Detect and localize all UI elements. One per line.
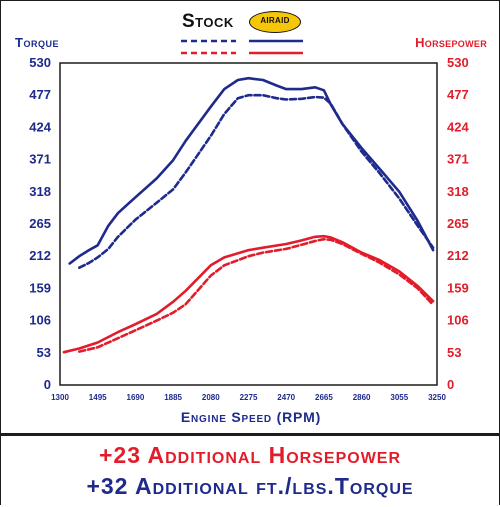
right-y-tick-label: 477	[447, 87, 469, 102]
right-y-tick-label: 530	[447, 55, 469, 70]
right-y-tick-label: 265	[447, 216, 469, 231]
left-y-tick-label: 318	[29, 184, 51, 199]
left-y-tick-label: 530	[29, 55, 51, 70]
right-y-tick-label: 318	[447, 184, 469, 199]
torque-gain-text: +32 Additional ft./lbs.Torque	[86, 473, 414, 499]
airaid-torque-line	[68, 76, 435, 265]
x-tick-label: 1690	[127, 393, 145, 402]
right-y-tick-label: 53	[447, 345, 461, 360]
x-tick-label: 2860	[353, 393, 371, 402]
left-y-tick-label: 477	[29, 87, 51, 102]
x-tick-label: 2470	[277, 393, 295, 402]
gains-banner: +23 Additional Horsepower +32 Additional…	[1, 433, 499, 507]
x-tick-label: 2080	[202, 393, 220, 402]
right-y-tick-label: 159	[447, 280, 469, 295]
x-tick-label: 1885	[164, 393, 182, 402]
dyno-chart: 0 0 53 53 106 106 159 159 212 212 265 265 318 318 371 3…	[29, 39, 469, 402]
left-y-tick-label: 424	[29, 119, 51, 134]
airaid-logo: AIRAID	[249, 11, 301, 33]
plot-border	[59, 62, 438, 386]
left-y-tick-label: 0	[44, 377, 51, 392]
right-y-tick-label: 212	[447, 248, 469, 263]
stock-torque-line	[78, 93, 435, 270]
airaid-horsepower-line	[62, 234, 435, 354]
right-axis-title: Horsepower	[415, 35, 487, 50]
left-y-tick-label: 371	[29, 152, 51, 167]
horsepower-gain-text: +23 Additional Horsepower	[98, 442, 402, 468]
x-tick-label: 2275	[240, 393, 258, 402]
left-y-tick-label: 159	[29, 280, 51, 295]
x-axis-title: Engine Speed (RPM)	[180, 409, 322, 425]
x-tick-label: 1495	[89, 393, 107, 402]
left-axis-title: Torque	[15, 35, 59, 50]
stock-horsepower-line	[78, 237, 435, 353]
airaid-logo-text: AIRAID	[260, 16, 290, 25]
right-y-tick-label: 106	[447, 313, 469, 328]
right-y-tick-label: 371	[447, 152, 469, 167]
x-tick-label: 3250	[428, 393, 446, 402]
left-y-tick-label: 106	[29, 313, 51, 328]
left-y-tick-label: 265	[29, 216, 51, 231]
right-y-tick-label: 424	[447, 119, 469, 134]
left-y-tick-label: 53	[37, 345, 51, 360]
x-tick-label: 1300	[51, 393, 69, 402]
left-y-tick-label: 212	[29, 248, 51, 263]
legend-stock-label: Stock	[182, 11, 234, 32]
x-tick-label: 2665	[315, 393, 333, 402]
right-y-tick-label: 0	[447, 377, 454, 392]
x-tick-label: 3055	[390, 393, 408, 402]
